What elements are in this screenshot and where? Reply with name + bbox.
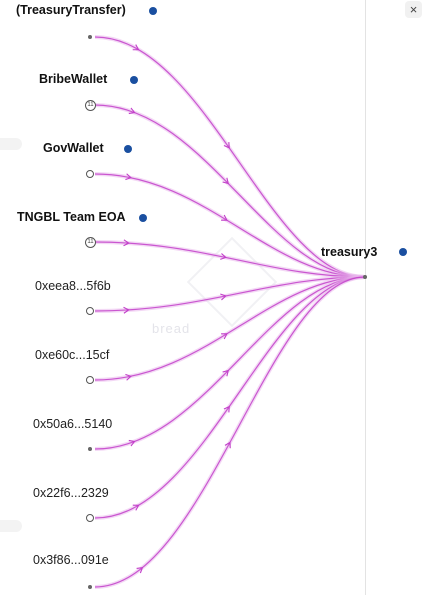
source-node[interactable] — [86, 307, 94, 315]
close-icon[interactable]: × — [405, 1, 422, 18]
flow-edge — [94, 276, 366, 450]
flow-arrow — [224, 441, 231, 449]
left-edge-marker — [0, 138, 22, 150]
flow-arrow — [123, 239, 130, 247]
flow-arrow — [223, 142, 230, 149]
source-label: GovWallet — [43, 141, 104, 155]
flow-edge — [94, 173, 366, 278]
divider-line — [365, 0, 366, 595]
target-label: treasury3 — [321, 245, 378, 259]
flow-arrow — [123, 306, 130, 314]
source-label: 0xe60c...15cf — [35, 348, 110, 362]
flow-edge-glow — [94, 275, 366, 520]
flow-arrow — [128, 439, 136, 447]
flow-edge — [94, 276, 366, 312]
source-status-dot — [130, 76, 138, 84]
watermark-text: bread — [152, 321, 191, 336]
flow-arrow — [221, 214, 228, 221]
flow-edge — [94, 276, 366, 588]
target-node — [363, 275, 367, 279]
flow-edge — [94, 241, 366, 278]
source-node[interactable] — [86, 376, 94, 384]
source-node[interactable] — [88, 585, 92, 589]
flow-edge — [94, 36, 366, 278]
source-node[interactable] — [88, 447, 92, 451]
source-label: 0x22f6...2329 — [33, 486, 109, 500]
source-label: 0x3f86...091e — [33, 553, 109, 567]
source-status-dot — [139, 214, 147, 222]
flow-arrow — [222, 177, 229, 185]
flow-arrow — [220, 253, 227, 260]
source-node[interactable] — [88, 35, 92, 39]
flow-arrow — [125, 173, 132, 181]
flow-arrow — [223, 405, 230, 413]
flow-arrow — [132, 504, 140, 511]
source-label: 0xeea8...5f6b — [35, 279, 111, 293]
target-status-dot — [399, 248, 407, 256]
source-node[interactable] — [86, 170, 94, 178]
flow-edge — [94, 104, 366, 278]
source-node[interactable]: 11 — [85, 237, 96, 248]
flow-edge-glow — [94, 35, 366, 279]
flow-arrow — [222, 369, 229, 377]
flow-edge-glow — [94, 275, 366, 589]
flow-arrow — [221, 333, 228, 340]
source-label: (TreasuryTransfer) — [16, 3, 126, 17]
flow-arrow — [132, 44, 140, 51]
source-node[interactable] — [86, 514, 94, 522]
flow-arrow — [125, 373, 132, 381]
flow-arrow — [136, 566, 144, 574]
source-label: BribeWallet — [39, 72, 108, 86]
flow-edge — [94, 276, 366, 381]
source-label: TNGBL Team EOA — [17, 210, 126, 224]
source-status-dot — [124, 145, 132, 153]
flow-arrow — [220, 293, 227, 301]
source-label: 0x50a6...5140 — [33, 417, 113, 431]
left-edge-marker — [0, 520, 22, 532]
source-node[interactable]: 11 — [85, 100, 96, 111]
flow-arrow — [128, 107, 136, 115]
flow-edge — [94, 276, 366, 519]
source-status-dot — [149, 7, 157, 15]
flow-edge-glow — [94, 275, 366, 451]
